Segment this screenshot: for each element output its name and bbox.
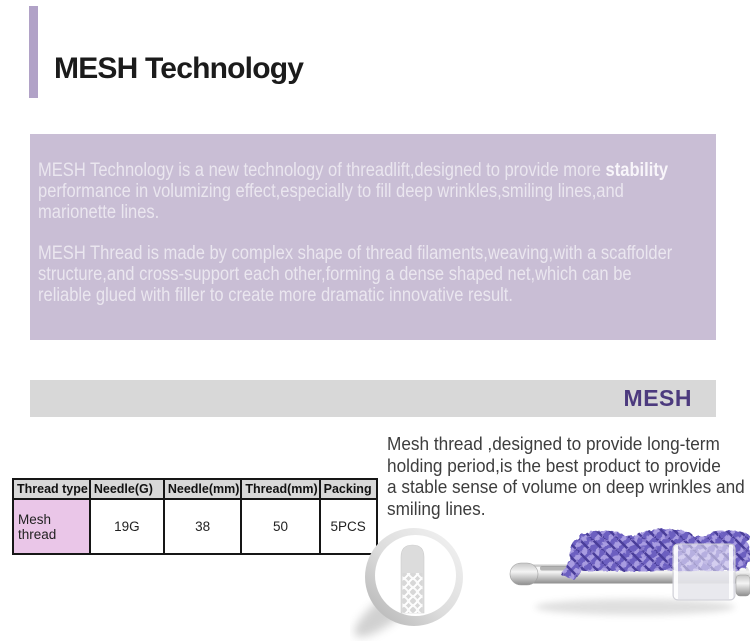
intro-p2-line3: reliable glued with filler to create mor…: [38, 285, 514, 306]
cell-needle-g: 19G: [88, 498, 165, 555]
spec-table-row: Mesh thread 19G 38 50 5PCS: [12, 498, 378, 555]
intro-p2-line1: MESH Thread is made by complex shape of …: [38, 243, 673, 264]
intro-text: MESH Technology is a new technology of t…: [38, 160, 672, 306]
intro-p1-line1-text: MESH Technology is a new technology of t…: [38, 160, 606, 181]
section-band: MESH: [30, 380, 716, 417]
spec-table-header-row: Thread type Needle(G) Needle(mm) Thread(…: [12, 478, 378, 500]
header-thread-mm: Thread(mm): [240, 478, 321, 500]
description-line4: smiling lines.: [387, 497, 486, 519]
cell-packing: 5PCS: [318, 498, 378, 555]
description-line2: holding period,is the best product to pr…: [387, 454, 721, 476]
needle-shadow: [535, 599, 735, 615]
page-title: MESH Technology: [54, 52, 304, 85]
header-packing: Packing: [318, 478, 378, 500]
cell-thread-mm: 50: [240, 498, 321, 555]
header-needle-g: Needle(G): [88, 478, 165, 500]
needle-end-connector: [735, 574, 750, 597]
needle-with-mesh-thread-image: [509, 529, 750, 615]
cell-needle-mm: 38: [162, 498, 243, 555]
section-band-label: MESH: [623, 385, 692, 411]
intro-p1-line2: performance in volumizing effect,especia…: [38, 181, 624, 202]
mesh-tip-magnified-image: [354, 528, 463, 637]
intro-p1-line3: marionette lines.: [38, 202, 160, 223]
intro-box: MESH Technology is a new technology of t…: [30, 134, 716, 340]
header-thread-type: Thread type: [12, 478, 91, 500]
intro-p1-line1: MESH Technology is a new technology of t…: [38, 160, 672, 181]
description-line1: Mesh thread ,designed to provide long-te…: [387, 433, 720, 454]
thread-tip-mesh-texture: [402, 573, 423, 613]
header-needle-mm: Needle(mm): [162, 478, 243, 500]
product-description: Mesh thread ,designed to provide long-te…: [387, 433, 745, 519]
clear-sleeve: [672, 543, 736, 601]
intro-p2-line2: structure,and cross-support each other,f…: [38, 264, 632, 285]
intro-paragraph-2: MESH Thread is made by complex shape of …: [38, 243, 672, 306]
accent-bar: [29, 6, 38, 98]
intro-paragraph-1: MESH Technology is a new technology of t…: [38, 160, 672, 223]
description-line3: a stable sense of volume on deep wrinkle…: [387, 476, 745, 497]
spec-table: Thread type Needle(G) Needle(mm) Thread(…: [12, 478, 378, 555]
intro-p1-bold-word: stability: [605, 160, 669, 181]
cell-thread-type: Mesh thread: [12, 498, 91, 555]
